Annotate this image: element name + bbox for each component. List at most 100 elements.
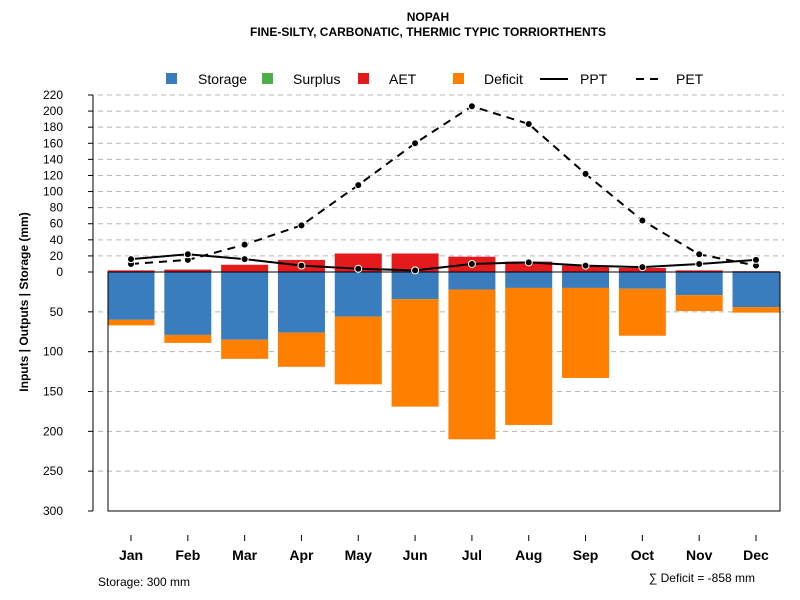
- month-label: Jun: [403, 547, 428, 563]
- y-axis-label: Inputs | Outputs | Storage (mm): [17, 212, 31, 391]
- chart-title: NOPAH: [407, 10, 449, 24]
- y-tick-label: 300: [43, 504, 63, 518]
- y-tick-label: 100: [43, 345, 63, 359]
- month-label: Dec: [743, 547, 769, 563]
- ppt-point: [581, 261, 590, 270]
- y-tick-label: 150: [43, 385, 63, 399]
- bars: [107, 253, 780, 440]
- legend: Storage Surplus AET Deficit PPT PET: [166, 71, 704, 87]
- storage-bar: [221, 272, 269, 340]
- deficit-bar: [732, 307, 780, 313]
- y-axis: 0 20 40 60 80 100 120 140 160 180 200 220 50 100 150 20…: [43, 88, 94, 518]
- ppt-point: [752, 255, 760, 264]
- month-label: Nov: [686, 547, 713, 563]
- aet-bar: [505, 261, 553, 272]
- storage-bar: [107, 272, 155, 320]
- storage-bar: [505, 272, 553, 288]
- month-label: May: [345, 547, 372, 563]
- deficit-note: ∑ Deficit = -858 mm: [649, 571, 755, 585]
- y-tick-label: 220: [43, 88, 63, 102]
- y-tick-label: 140: [43, 152, 63, 166]
- month-label: Sep: [573, 547, 599, 563]
- pet-point: [411, 139, 420, 148]
- deficit-bar: [277, 332, 325, 367]
- y-tick-label: 180: [43, 120, 63, 134]
- y-tick-label: 160: [43, 136, 63, 150]
- pet-point: [695, 250, 704, 259]
- y-tick-label: 200: [43, 104, 63, 118]
- aet-bar: [107, 270, 155, 272]
- deficit-bar: [334, 316, 382, 385]
- ppt-point: [695, 259, 704, 268]
- pet-point: [638, 216, 647, 225]
- storage-bar: [391, 272, 439, 300]
- y-tick-label: 250: [43, 464, 63, 478]
- gridlines: [98, 94, 784, 472]
- y-tick-label: 200: [43, 424, 63, 438]
- month-label: Jan: [119, 547, 143, 563]
- month-label: Apr: [289, 547, 314, 563]
- legend-label: Storage: [198, 71, 247, 87]
- ppt-point: [240, 255, 249, 264]
- storage-note: Storage: 300 mm: [98, 575, 190, 589]
- legend-swatch: [166, 73, 177, 84]
- pet-point: [524, 119, 533, 128]
- month-label: Aug: [515, 547, 542, 563]
- storage-bar: [618, 272, 666, 289]
- month-label: Feb: [175, 547, 200, 563]
- pet-point: [240, 240, 249, 249]
- deficit-bar: [675, 295, 723, 312]
- storage-bar: [732, 272, 780, 308]
- y-tick-label: 20: [50, 249, 64, 263]
- aet-bar: [164, 269, 212, 272]
- ppt-line: [130, 253, 757, 272]
- deficit-bar: [391, 299, 439, 407]
- deficit-bar: [448, 289, 496, 440]
- ppt-point: [354, 264, 363, 273]
- month-label: Mar: [232, 547, 257, 563]
- pet-point: [467, 102, 476, 111]
- storage-bar: [562, 272, 610, 288]
- x-axis: Jan Feb Mar Apr May Jun Jul Aug Sep Oct Nov Dec: [119, 535, 769, 563]
- deficit-bar: [164, 334, 212, 343]
- storage-bar: [675, 272, 723, 296]
- pet-point: [297, 221, 306, 230]
- y-tick-label: 50: [50, 305, 64, 319]
- deficit-bar: [221, 339, 269, 359]
- lower-frame: [107, 272, 781, 512]
- aet-bar: [391, 253, 439, 272]
- legend-swatch: [358, 73, 369, 84]
- ppt-point: [467, 259, 476, 268]
- deficit-bar: [505, 287, 553, 425]
- ppt-point: [524, 258, 533, 267]
- storage-bar: [448, 272, 496, 290]
- pet-point: [581, 169, 590, 178]
- legend-label: Deficit: [484, 71, 523, 87]
- legend-label: PET: [676, 71, 704, 87]
- month-label: Oct: [631, 547, 655, 563]
- legend-label: Surplus: [293, 71, 340, 87]
- y-tick-label: 100: [43, 185, 63, 199]
- y-tick-label: 60: [50, 217, 64, 231]
- ppt-point: [297, 261, 306, 270]
- ppt-point: [411, 266, 420, 275]
- ppt-point: [127, 255, 135, 264]
- pet-point: [354, 181, 363, 190]
- storage-bar: [164, 272, 212, 335]
- aet-bar: [221, 264, 269, 272]
- storage-bar: [277, 272, 325, 333]
- storage-bar: [334, 272, 382, 317]
- y-tick-label: 120: [43, 168, 63, 182]
- legend-label: PPT: [580, 71, 608, 87]
- deficit-bar: [618, 288, 666, 336]
- legend-swatch: [262, 73, 273, 84]
- legend-swatch: [453, 73, 464, 84]
- chart-subtitle: FINE-SILTY, CARBONATIC, THERMIC TYPIC TO…: [250, 25, 606, 39]
- y-tick-label: 80: [50, 201, 64, 215]
- y-tick-label: 0: [56, 265, 63, 279]
- deficit-bar: [107, 319, 155, 326]
- ppt-point: [183, 250, 192, 259]
- pet-line: [130, 105, 757, 267]
- aet-bar: [675, 270, 723, 272]
